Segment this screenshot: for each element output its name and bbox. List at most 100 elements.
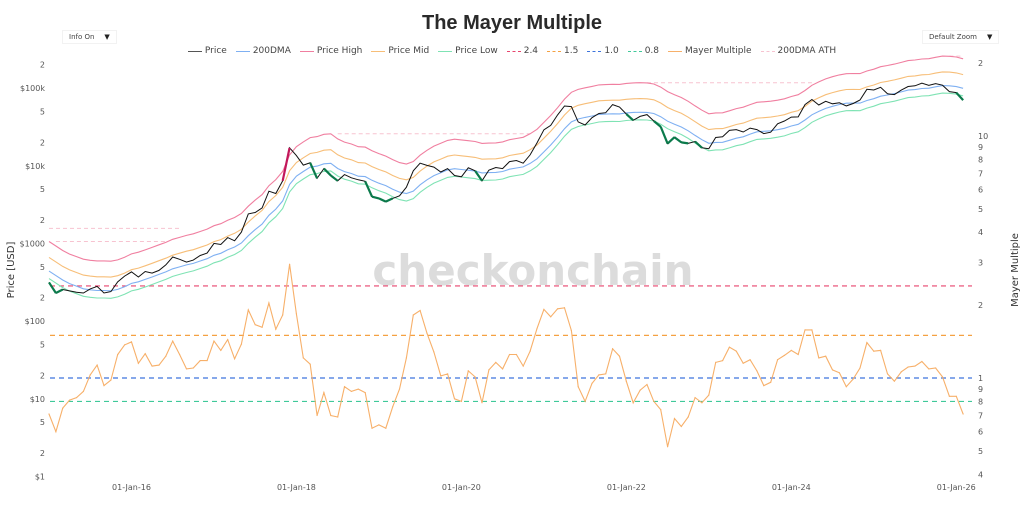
mayer-multiple-point bbox=[831, 369, 834, 371]
y-left-axis-title: Price [USD] bbox=[6, 242, 17, 299]
mayer-multiple-point bbox=[605, 373, 607, 375]
legend-label: Price bbox=[204, 46, 227, 56]
y-right-tick-label: 7 bbox=[978, 411, 983, 420]
mayer-multiple-point bbox=[124, 344, 126, 346]
price-highlight-segment bbox=[309, 162, 319, 179]
legend-item-200dma-ath[interactable]: 200DMA ATH bbox=[760, 46, 836, 56]
mayer-multiple-point bbox=[708, 394, 710, 396]
legend-item-price[interactable]: Price bbox=[187, 46, 227, 56]
mayer-multiple-point bbox=[488, 369, 490, 371]
legend-label: 1.0 bbox=[604, 46, 619, 56]
legend-item-price-high[interactable]: Price High bbox=[299, 46, 362, 56]
mayer-multiple-point bbox=[515, 353, 517, 356]
mayer-multiple-point bbox=[577, 386, 579, 388]
price-highlight-segment bbox=[48, 281, 57, 294]
price-highlight-segment bbox=[323, 167, 332, 177]
x-tick-label: 01-Jan-18 bbox=[277, 483, 316, 492]
mayer-multiple-point bbox=[536, 327, 538, 330]
y-left-tick-label: $10 bbox=[30, 395, 45, 404]
price-highlight-segment bbox=[371, 195, 380, 200]
legend-item-price-low[interactable]: Price Low bbox=[438, 46, 498, 56]
mayer-multiple-point bbox=[227, 339, 229, 341]
mayer-multiple-point bbox=[185, 368, 188, 370]
price-line bbox=[48, 82, 964, 294]
y-left-tick-label: 5 bbox=[40, 341, 45, 350]
mayer-multiple-point bbox=[749, 359, 751, 361]
legend-item-mayer-multiple[interactable]: Mayer Multiple bbox=[668, 46, 752, 56]
mayer-multiple-point bbox=[790, 349, 792, 351]
price-highlight-segment bbox=[673, 136, 682, 144]
y-left-tick-label: $100k bbox=[20, 84, 45, 93]
legend-swatch bbox=[438, 50, 453, 52]
mayer-multiple-point bbox=[316, 414, 318, 417]
y-right-tick-label: 7 bbox=[978, 169, 983, 178]
mayer-multiple-point bbox=[742, 362, 744, 364]
mayer-multiple-point bbox=[302, 357, 304, 359]
mayer-multiple-point bbox=[618, 355, 621, 357]
y-right-tick-label: 3 bbox=[978, 258, 983, 267]
mayer-multiple-point bbox=[137, 362, 139, 364]
mayer-multiple-point bbox=[343, 386, 346, 388]
mayer-multiple-point bbox=[886, 373, 889, 375]
mayer-multiple-point bbox=[508, 353, 511, 356]
mayer-multiple-point bbox=[412, 314, 414, 316]
triangle-down-icon: ▼ bbox=[104, 33, 110, 41]
legend-swatch bbox=[668, 50, 683, 52]
mayer-multiple-point bbox=[873, 350, 875, 352]
price-highlight-segment bbox=[955, 91, 964, 101]
zoom-dropdown[interactable]: Default Zoom ▼ bbox=[922, 30, 1000, 44]
mayer-multiple-point bbox=[440, 375, 442, 377]
y-right-tick-label: 5 bbox=[978, 205, 983, 214]
legend-label: 200DMA bbox=[252, 46, 291, 56]
y-left-tick-label: 2 bbox=[40, 216, 45, 225]
mayer-multiple-point bbox=[172, 340, 174, 342]
mayer-multiple-point bbox=[502, 368, 504, 370]
y-right-tick-label: 8 bbox=[978, 397, 983, 406]
mayer-multiple-line bbox=[48, 264, 964, 447]
mayer-multiple-point bbox=[845, 386, 847, 388]
mayer-multiple-point bbox=[75, 396, 78, 399]
mayer-multiple-point bbox=[398, 388, 401, 390]
mayer-multiple-point bbox=[275, 328, 277, 330]
info-toggle-dropdown[interactable]: Info On ▼ bbox=[62, 30, 117, 44]
mayer-multiple-point bbox=[460, 400, 462, 403]
mayer-multiple-point bbox=[419, 309, 421, 312]
y-left-tick-label: 2 bbox=[40, 449, 45, 458]
mayer-multiple-point bbox=[735, 350, 737, 352]
mayer-multiple-point bbox=[914, 365, 916, 367]
legend-item-price-mid[interactable]: Price Mid bbox=[371, 46, 429, 56]
legend-item-1-5[interactable]: 1.5 bbox=[547, 46, 578, 56]
mayer-multiple-point bbox=[130, 341, 133, 343]
mayer-multiple-point bbox=[220, 349, 222, 351]
mayer-multiple-point bbox=[371, 427, 373, 429]
chart-title: The Mayer Multiple bbox=[421, 12, 603, 34]
y-right-tick-label: 2 bbox=[978, 59, 983, 68]
price-highlight-segment bbox=[281, 147, 291, 182]
mayer-multiple-point bbox=[893, 380, 895, 382]
y-right-tick-label: 4 bbox=[978, 228, 983, 237]
mayer-multiple-point bbox=[625, 380, 627, 382]
mayer-multiple-point bbox=[69, 399, 71, 401]
mayer-multiple-point bbox=[639, 389, 641, 391]
legend-item-1-0[interactable]: 1.0 bbox=[587, 46, 619, 56]
mayer-multiple-point bbox=[584, 400, 586, 403]
mayer-multiple-point bbox=[900, 371, 902, 373]
mayer-multiple-point bbox=[165, 355, 167, 357]
price-highlight-segment bbox=[625, 113, 634, 122]
mayer-multiple-point bbox=[240, 343, 243, 345]
legend-item-2-4[interactable]: 2.4 bbox=[506, 46, 538, 56]
mayer-multiple-point bbox=[955, 395, 957, 397]
mayer-multiple-point bbox=[797, 353, 799, 356]
mayer-multiple-point bbox=[385, 427, 387, 429]
price-highlight-segment bbox=[659, 126, 669, 144]
mayer-multiple-point bbox=[82, 390, 84, 393]
legend-swatch bbox=[506, 50, 521, 52]
legend-swatch bbox=[371, 50, 386, 52]
legend-item-0-8[interactable]: 0.8 bbox=[627, 46, 659, 56]
legend-label: 1.5 bbox=[564, 46, 579, 56]
legend-item-200dma[interactable]: 200DMA bbox=[235, 46, 291, 56]
price-highlight-segment bbox=[694, 140, 703, 149]
mayer-multiple-point bbox=[288, 263, 291, 265]
mayer-multiple-point bbox=[474, 376, 476, 378]
mayer-multiple-point bbox=[309, 363, 311, 365]
